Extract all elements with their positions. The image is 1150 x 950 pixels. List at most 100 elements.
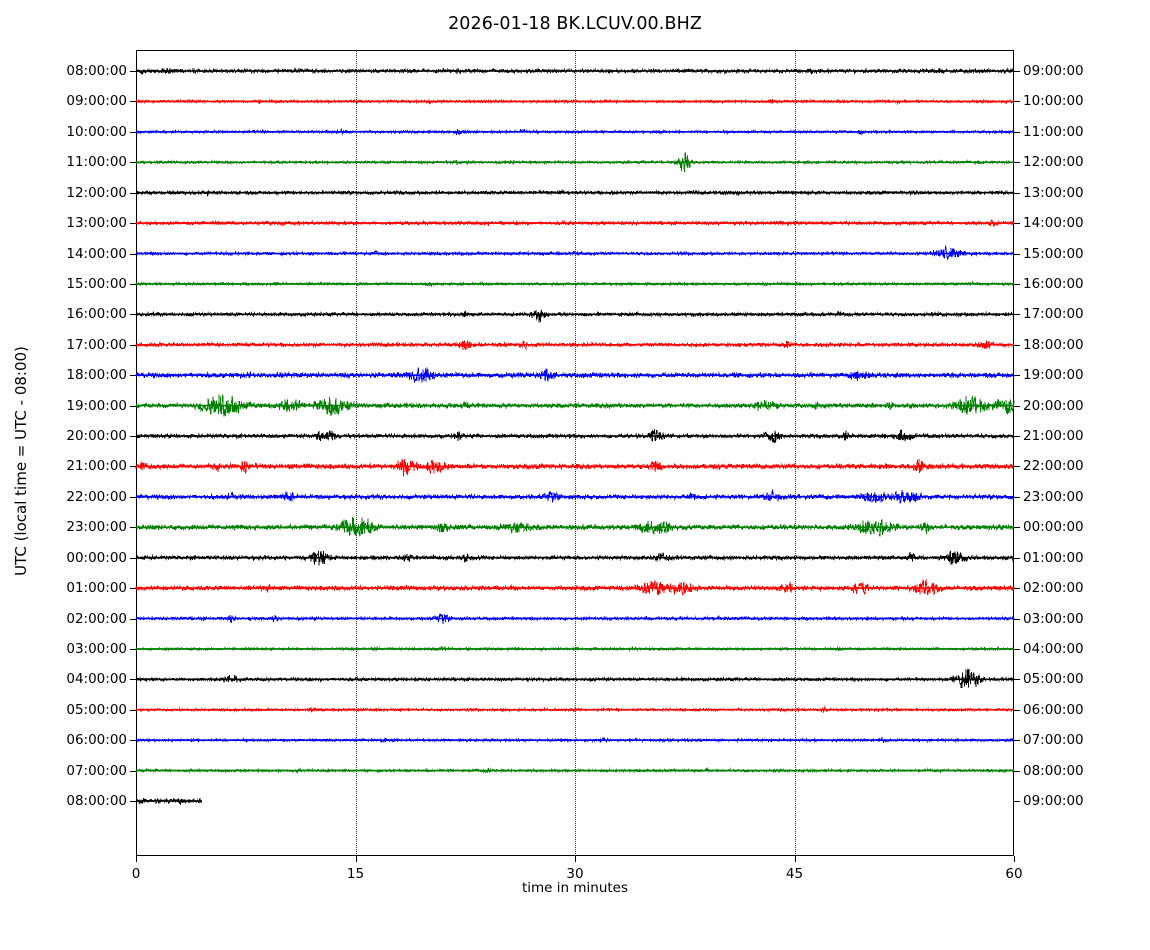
y-tick-label-left-23: 07:00:00 xyxy=(66,762,127,779)
y-tick-label-left-22: 06:00:00 xyxy=(66,732,127,749)
y-tick-left-1 xyxy=(130,101,136,103)
y-tick-label-left-10: 18:00:00 xyxy=(66,367,127,384)
x-tick-15 xyxy=(355,856,357,862)
y-tick-label-left-15: 23:00:00 xyxy=(66,519,127,536)
y-tick-left-9 xyxy=(130,344,136,346)
y-tick-label-left-3: 11:00:00 xyxy=(66,154,127,171)
x-axis-label: time in minutes xyxy=(521,880,629,896)
y-tick-right-9 xyxy=(1014,344,1020,346)
y-tick-left-23 xyxy=(130,770,136,772)
y-tick-label-left-12: 20:00:00 xyxy=(66,428,127,444)
y-tick-left-18 xyxy=(130,618,136,620)
y-tick-left-0 xyxy=(130,71,136,72)
y-tick-label-right-1: 10:00:00 xyxy=(1023,93,1084,110)
y-tick-left-17 xyxy=(130,588,136,590)
plot-axes: 08:00:00 09:00:00 10:00:00 11:00:00 12:00:00… xyxy=(66,50,1084,882)
y-tick-label-right-14: 23:00:00 xyxy=(1023,488,1084,505)
y-tick-left-14 xyxy=(130,496,136,498)
y-tick-label-left-18: 02:00:00 xyxy=(66,610,127,627)
y-tick-right-8 xyxy=(1014,314,1020,316)
trace-row-6 xyxy=(135,245,1015,260)
y-tick-left-11 xyxy=(130,405,136,407)
y-tick-label-right-20: 05:00:00 xyxy=(1023,671,1084,688)
y-tick-left-13 xyxy=(130,466,136,468)
y-tick-label-right-2: 11:00:00 xyxy=(1023,123,1084,140)
y-tick-label-right-16: 01:00:00 xyxy=(1023,549,1084,566)
y-tick-label-left-1: 09:00:00 xyxy=(66,93,127,110)
x-tick-label-0: 0 xyxy=(131,866,141,882)
seismogram-traces xyxy=(135,67,1015,806)
y-tick-label-right-9: 18:00:00 xyxy=(1023,336,1084,353)
y-tick-label-left-9: 17:00:00 xyxy=(66,336,127,353)
y-tick-label-right-22: 07:00:00 xyxy=(1023,732,1084,749)
y-tick-right-22 xyxy=(1014,740,1020,742)
y-tick-label-right-13: 22:00:00 xyxy=(1023,458,1084,475)
x-tick-0 xyxy=(136,856,137,862)
y-tick-left-4 xyxy=(130,192,136,194)
y-tick-left-15 xyxy=(130,527,136,529)
x-tick-label-45: 45 xyxy=(785,866,804,882)
y-tick-label-right-23: 08:00:00 xyxy=(1023,762,1084,779)
x-tick-label-15: 15 xyxy=(346,866,365,882)
y-axis-label: UTC (local time = UTC - 08:00) xyxy=(12,346,30,576)
y-tick-label-right-0: 09:00:00 xyxy=(1023,63,1084,79)
y-tick-right-17 xyxy=(1014,588,1020,590)
y-tick-label-right-5: 14:00:00 xyxy=(1023,215,1084,232)
gridline-30min xyxy=(575,50,576,856)
y-tick-label-left-11: 19:00:00 xyxy=(66,397,127,414)
y-tick-right-12 xyxy=(1014,436,1020,437)
y-tick-right-4 xyxy=(1014,192,1020,194)
y-tick-left-19 xyxy=(130,648,136,650)
y-tick-left-24 xyxy=(130,801,136,802)
y-tick-right-20 xyxy=(1014,679,1020,681)
y-tick-left-20 xyxy=(130,679,136,681)
y-tick-left-22 xyxy=(130,740,136,742)
y-tick-label-left-19: 03:00:00 xyxy=(66,640,127,657)
y-tick-label-right-18: 03:00:00 xyxy=(1023,610,1084,627)
trace-row-8 xyxy=(135,309,1015,323)
y-tick-label-left-20: 04:00:00 xyxy=(66,671,127,688)
y-tick-label-right-6: 15:00:00 xyxy=(1023,245,1084,262)
y-tick-right-18 xyxy=(1014,618,1020,620)
y-tick-label-left-0: 08:00:00 xyxy=(66,63,127,79)
y-tick-label-left-5: 13:00:00 xyxy=(66,215,127,232)
y-tick-label-right-8: 17:00:00 xyxy=(1023,306,1084,323)
y-tick-right-1 xyxy=(1014,101,1020,103)
y-tick-left-12 xyxy=(130,436,136,437)
y-tick-right-16 xyxy=(1014,557,1020,559)
y-tick-label-right-12: 21:00:00 xyxy=(1023,428,1084,444)
x-tick-60 xyxy=(1014,856,1015,862)
y-tick-left-6 xyxy=(130,253,136,255)
y-tick-left-2 xyxy=(130,131,136,133)
x-tick-label-60: 60 xyxy=(1005,866,1023,882)
y-tick-right-2 xyxy=(1014,131,1020,133)
y-tick-label-right-19: 04:00:00 xyxy=(1023,640,1084,657)
y-tick-left-8 xyxy=(130,314,136,316)
y-tick-left-16 xyxy=(130,557,136,559)
y-tick-label-left-6: 14:00:00 xyxy=(66,245,127,262)
y-tick-right-5 xyxy=(1014,223,1020,225)
gridline-45min xyxy=(794,50,796,856)
y-tick-label-right-17: 02:00:00 xyxy=(1023,580,1084,597)
y-tick-label-left-14: 22:00:00 xyxy=(66,488,127,505)
y-tick-left-7 xyxy=(130,283,136,285)
y-tick-right-19 xyxy=(1014,648,1020,650)
y-tick-left-21 xyxy=(130,709,136,711)
y-tick-label-right-15: 00:00:00 xyxy=(1023,519,1084,536)
y-tick-right-3 xyxy=(1014,162,1020,164)
trace-row-13 xyxy=(135,458,1015,477)
y-tick-label-right-24: 09:00:00 xyxy=(1023,793,1084,809)
y-tick-left-10 xyxy=(130,375,136,377)
y-tick-label-left-7: 15:00:00 xyxy=(66,275,127,292)
y-tick-label-left-17: 01:00:00 xyxy=(66,580,127,597)
y-tick-right-11 xyxy=(1014,405,1020,407)
trace-row-4 xyxy=(135,189,1015,198)
y-tick-label-right-21: 06:00:00 xyxy=(1023,701,1084,718)
y-tick-label-right-3: 12:00:00 xyxy=(1023,154,1084,171)
gridline-15min xyxy=(355,50,357,856)
page-title: 2026-01-18 BK.LCUV.00.BHZ xyxy=(448,14,702,34)
y-tick-right-13 xyxy=(1014,466,1020,468)
y-tick-right-7 xyxy=(1014,283,1020,285)
x-tick-label-30: 30 xyxy=(566,866,584,882)
